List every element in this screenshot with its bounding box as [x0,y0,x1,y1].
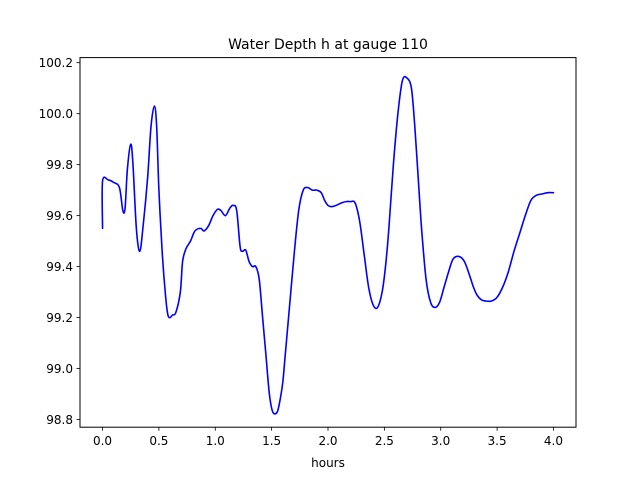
x-tick-label: 1.0 [206,434,225,448]
x-tick-label: 1.5 [262,434,281,448]
series-line-0 [101,75,555,415]
y-tick-label: 99.6 [46,209,73,223]
x-tick-label: 3.5 [488,434,507,448]
x-tick-label: 2.0 [318,434,337,448]
x-tick-label: 2.5 [375,434,394,448]
y-tick-label: 99.2 [46,311,73,325]
x-tick-label: 0.5 [149,434,168,448]
y-tick-label: 99.4 [46,260,73,274]
x-tick-label: 3.0 [431,434,450,448]
y-tick-label: 100.0 [39,107,73,121]
y-tick-label: 98.8 [46,413,73,427]
chart-title: Water Depth h at gauge 110 [228,37,428,53]
y-tick-label: 99.8 [46,158,73,172]
x-tick-label: 0.0 [93,434,112,448]
y-tick-label: 100.2 [39,56,73,70]
x-tick-label: 4.0 [544,434,563,448]
x-axis-label: hours [311,456,345,470]
y-tick-label: 99.0 [46,362,73,376]
